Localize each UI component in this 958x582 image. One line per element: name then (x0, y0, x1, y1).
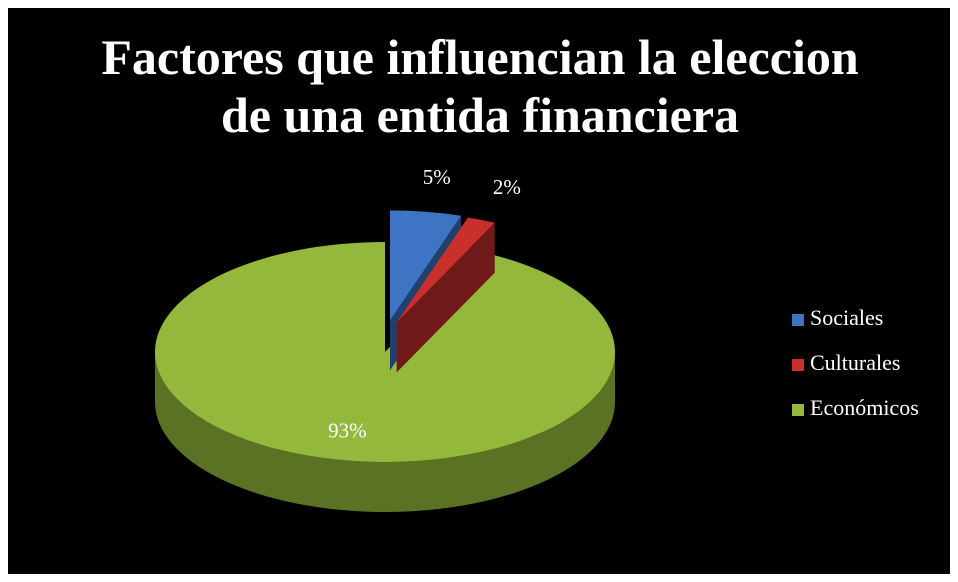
pie-slice (396, 217, 495, 323)
chart-title: Factores que influencian la eleccion de … (101, 29, 859, 143)
legend-marker (792, 314, 804, 326)
data-label: 2% (493, 175, 521, 199)
pie-slice (390, 210, 462, 321)
legend-label: Culturales (810, 350, 900, 375)
slice-side (396, 222, 495, 373)
legend-marker (792, 359, 804, 371)
data-label: 93% (328, 418, 367, 442)
slice-wall (155, 352, 615, 512)
data-label: 5% (423, 165, 451, 189)
legend-label: Económicos (810, 395, 919, 420)
legend-marker (792, 404, 804, 416)
legend-label: Sociales (810, 305, 883, 330)
pie-slice (154, 242, 615, 463)
